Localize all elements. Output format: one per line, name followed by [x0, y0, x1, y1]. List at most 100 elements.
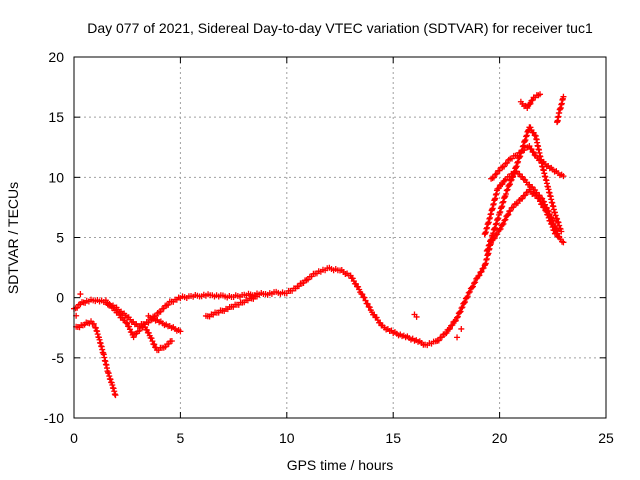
data-point — [505, 211, 512, 218]
data-point — [454, 313, 461, 320]
data-point — [550, 220, 557, 227]
data-point — [515, 158, 522, 165]
y-axis: -10 -5 0 5 10 15 20 — [44, 49, 606, 426]
data-point — [522, 192, 529, 199]
data-point — [165, 301, 172, 308]
data-point — [555, 233, 562, 240]
data-point — [510, 204, 517, 211]
data-point — [553, 227, 560, 234]
data-point — [558, 228, 565, 235]
y-tick-label: 15 — [48, 109, 64, 125]
data-point — [502, 190, 509, 197]
data-point — [458, 305, 465, 312]
data-point — [548, 214, 555, 221]
data-point — [141, 321, 148, 328]
data-point — [528, 146, 535, 153]
data-point — [546, 210, 553, 217]
data-point — [122, 319, 129, 326]
data-point — [556, 234, 563, 241]
data-point — [112, 392, 119, 399]
data-point — [501, 217, 508, 224]
data-point — [523, 132, 530, 139]
data-point — [560, 173, 567, 180]
data-point — [493, 170, 500, 177]
data-point — [506, 182, 513, 189]
data-point — [168, 337, 175, 344]
data-point — [459, 304, 466, 311]
data-point — [461, 299, 468, 306]
x-tick-label: 20 — [492, 430, 508, 446]
data-point — [359, 291, 366, 298]
data-point — [555, 219, 562, 226]
data-point — [499, 221, 506, 228]
data-point — [504, 212, 511, 219]
data-point — [549, 217, 556, 224]
series-track-late — [554, 93, 567, 126]
data-point — [148, 335, 155, 342]
data-point — [524, 105, 531, 112]
data-point — [128, 329, 135, 336]
data-point — [499, 181, 506, 188]
data-point — [512, 164, 519, 171]
x-tick-label: 0 — [70, 430, 78, 446]
data-point — [476, 272, 483, 279]
data-point — [464, 293, 471, 300]
data-point — [349, 275, 356, 282]
data-point — [494, 231, 501, 238]
data-point — [472, 279, 479, 286]
data-point — [149, 338, 156, 345]
y-tick-label: 20 — [48, 49, 64, 65]
data-point — [471, 280, 478, 287]
data-point — [454, 314, 461, 321]
data-point — [443, 330, 450, 337]
data-point — [503, 187, 510, 194]
data-point — [526, 143, 533, 150]
y-tick-label: 5 — [56, 230, 64, 246]
data-point — [177, 328, 184, 335]
series-track-dip — [73, 318, 119, 399]
data-point — [522, 137, 529, 144]
data-point — [145, 329, 152, 336]
data-point — [366, 304, 373, 311]
data-point — [516, 154, 523, 161]
data-point — [364, 300, 371, 307]
data-point — [413, 313, 420, 320]
data-point — [523, 133, 530, 140]
data-point — [541, 198, 548, 205]
data-point — [500, 220, 507, 227]
data-point — [449, 322, 456, 329]
data-point — [506, 181, 513, 188]
data-point — [457, 308, 464, 315]
data-point — [560, 239, 567, 246]
data-point — [362, 297, 369, 304]
data-point — [130, 334, 137, 341]
data-points — [71, 91, 567, 399]
data-point — [446, 325, 453, 332]
data-point — [465, 289, 472, 296]
data-point — [136, 327, 143, 334]
data-point — [502, 216, 509, 223]
data-point — [452, 317, 459, 324]
series-track-seg — [202, 293, 261, 320]
data-point — [507, 207, 514, 214]
data-point — [470, 283, 476, 290]
data-point — [537, 91, 544, 98]
data-point — [513, 163, 520, 170]
data-point — [539, 195, 546, 202]
data-point — [552, 212, 559, 219]
data-point — [514, 200, 521, 207]
data-point — [531, 152, 538, 159]
data-point — [74, 304, 81, 311]
data-point — [545, 208, 552, 215]
data-point — [518, 148, 525, 155]
data-point — [495, 185, 502, 192]
series-track-short — [145, 312, 184, 335]
data-point — [466, 288, 473, 295]
data-point — [126, 323, 133, 330]
data-point — [501, 163, 508, 170]
data-point — [151, 341, 158, 348]
y-tick-label: 10 — [48, 169, 64, 185]
data-point — [552, 224, 559, 231]
series-track-mid — [481, 168, 563, 241]
